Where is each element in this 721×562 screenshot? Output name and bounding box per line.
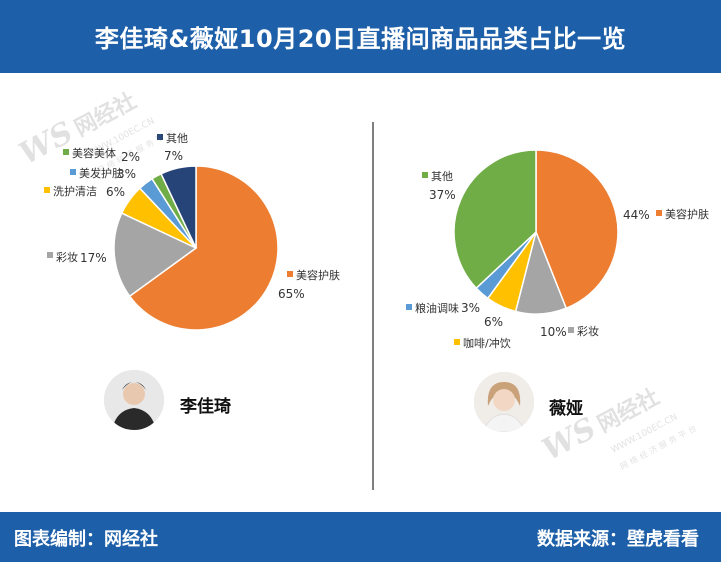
slice-value-label: 44%: [623, 208, 650, 222]
slice-label: 美发护肤: [79, 166, 123, 180]
slice-label: 彩妆: [56, 251, 78, 264]
footer-source-editor: 图表编制：网经社: [14, 529, 158, 550]
slice-value-label: 65%: [278, 287, 305, 301]
chart-divider: [372, 122, 374, 490]
person-portrait-icon: [474, 372, 534, 432]
slice-value-label: 6%: [484, 315, 503, 329]
slice-value-label: 37%: [429, 188, 456, 202]
legend-marker: [47, 252, 53, 258]
slice-label: 美容美体: [72, 146, 116, 160]
slice-label: 美容护肤: [665, 207, 709, 221]
legend-marker: [44, 187, 50, 193]
watermark-bottom: WS 网经社 WWW.100EC.CN 网络经济服务平台: [537, 368, 702, 502]
slice-label: 美容护肤: [296, 268, 340, 282]
watermark-slogan: 网络经济服务平台: [618, 422, 701, 472]
slice-value-label: 2%: [121, 150, 140, 164]
legend-marker: [70, 169, 76, 175]
pie-slice: [535, 149, 619, 310]
slice-value-label: 17%: [80, 251, 107, 265]
legend-marker: [454, 339, 460, 345]
pie-slice: [453, 149, 537, 290]
watermark-logo: WS: [536, 411, 602, 468]
avatar-lijiaqi: [104, 370, 164, 430]
person-name-weiya: 薇娅: [549, 399, 583, 419]
slice-label: 洗护清洁: [53, 184, 97, 198]
legend-marker: [287, 271, 293, 277]
watermark-brand: 网经社: [593, 384, 664, 438]
legend-marker: [406, 304, 412, 310]
slice-label: 咖啡/冲饮: [463, 336, 511, 350]
legend-marker: [422, 172, 428, 178]
slice-label: 彩妆: [577, 325, 599, 338]
footer-bar: 图表编制：网经社 数据来源：壁虎看看: [0, 512, 721, 562]
slice-label: 其他: [431, 170, 453, 183]
legend-marker: [63, 149, 69, 155]
legend-marker: [656, 210, 662, 216]
slice-value-label: 3%: [461, 301, 480, 315]
slice-label: 粮油调味: [415, 301, 459, 315]
slice-value-label: 7%: [164, 149, 183, 163]
avatar-weiya: [474, 372, 534, 432]
pie-slice: [160, 165, 197, 249]
legend-marker: [568, 327, 574, 333]
watermark-url: WWW.100EC.CN: [609, 412, 680, 456]
legend-marker: [157, 134, 163, 140]
pie-slice: [113, 212, 198, 298]
pie-slice: [128, 165, 279, 331]
slice-value-label: 10%: [540, 325, 567, 339]
page-title: 李佳琦&薇娅10月20日直播间商品品类占比一览: [0, 0, 721, 73]
person-name-lijiaqi: 李佳琦: [180, 397, 231, 417]
slice-value-label: 3%: [117, 167, 136, 181]
footer-data-source: 数据来源：壁虎看看: [537, 529, 699, 550]
slice-value-label: 6%: [106, 185, 125, 199]
person-portrait-icon: [104, 370, 164, 430]
pie-chart-weiya: 美容护肤 44% 彩妆 10% 咖啡/冲饮 6% 粮油调味 3% 其他 37%: [406, 149, 709, 350]
slice-label: 其他: [166, 132, 188, 145]
